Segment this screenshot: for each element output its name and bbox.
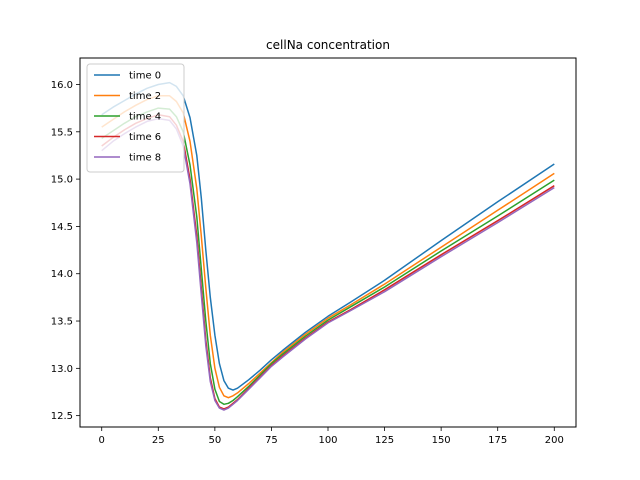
y-tick-label-4: 14.5 (51, 222, 73, 233)
legend-label-1: time 2 (129, 91, 161, 102)
y-tick-label-1: 13.0 (51, 364, 73, 375)
y-tick-label-0: 12.5 (51, 411, 73, 422)
y-tick-label-7: 16.0 (51, 80, 73, 91)
legend-label-4: time 8 (129, 153, 161, 164)
x-axis: 0 25 50 75 100 125 150 175 200 (99, 427, 564, 446)
x-tick-label-1: 25 (152, 435, 165, 446)
legend: time 0 time 2 time 4 time 6 time 8 (86, 63, 185, 173)
x-tick-label-5: 125 (375, 435, 394, 446)
x-tick-label-4: 100 (318, 435, 337, 446)
x-tick-label-6: 150 (432, 435, 451, 446)
y-axis: 12.5 13.0 13.5 14.0 14.5 15.0 15.5 16.0 (51, 80, 80, 422)
x-tick-label-2: 50 (208, 435, 221, 446)
x-tick-label-0: 0 (99, 435, 105, 446)
x-tick-label-8: 200 (545, 435, 564, 446)
y-tick-label-5: 15.0 (51, 175, 73, 186)
chart-title: cellNa concentration (266, 38, 390, 52)
legend-label-0: time 0 (129, 71, 161, 82)
y-tick-label-3: 14.0 (51, 269, 73, 280)
y-tick-label-6: 15.5 (51, 127, 73, 138)
legend-box (86, 63, 185, 173)
y-tick-label-2: 13.5 (51, 317, 73, 328)
legend-label-2: time 4 (129, 112, 161, 123)
legend-label-3: time 6 (129, 132, 161, 143)
x-tick-label-7: 175 (488, 435, 507, 446)
x-tick-label-3: 75 (265, 435, 278, 446)
